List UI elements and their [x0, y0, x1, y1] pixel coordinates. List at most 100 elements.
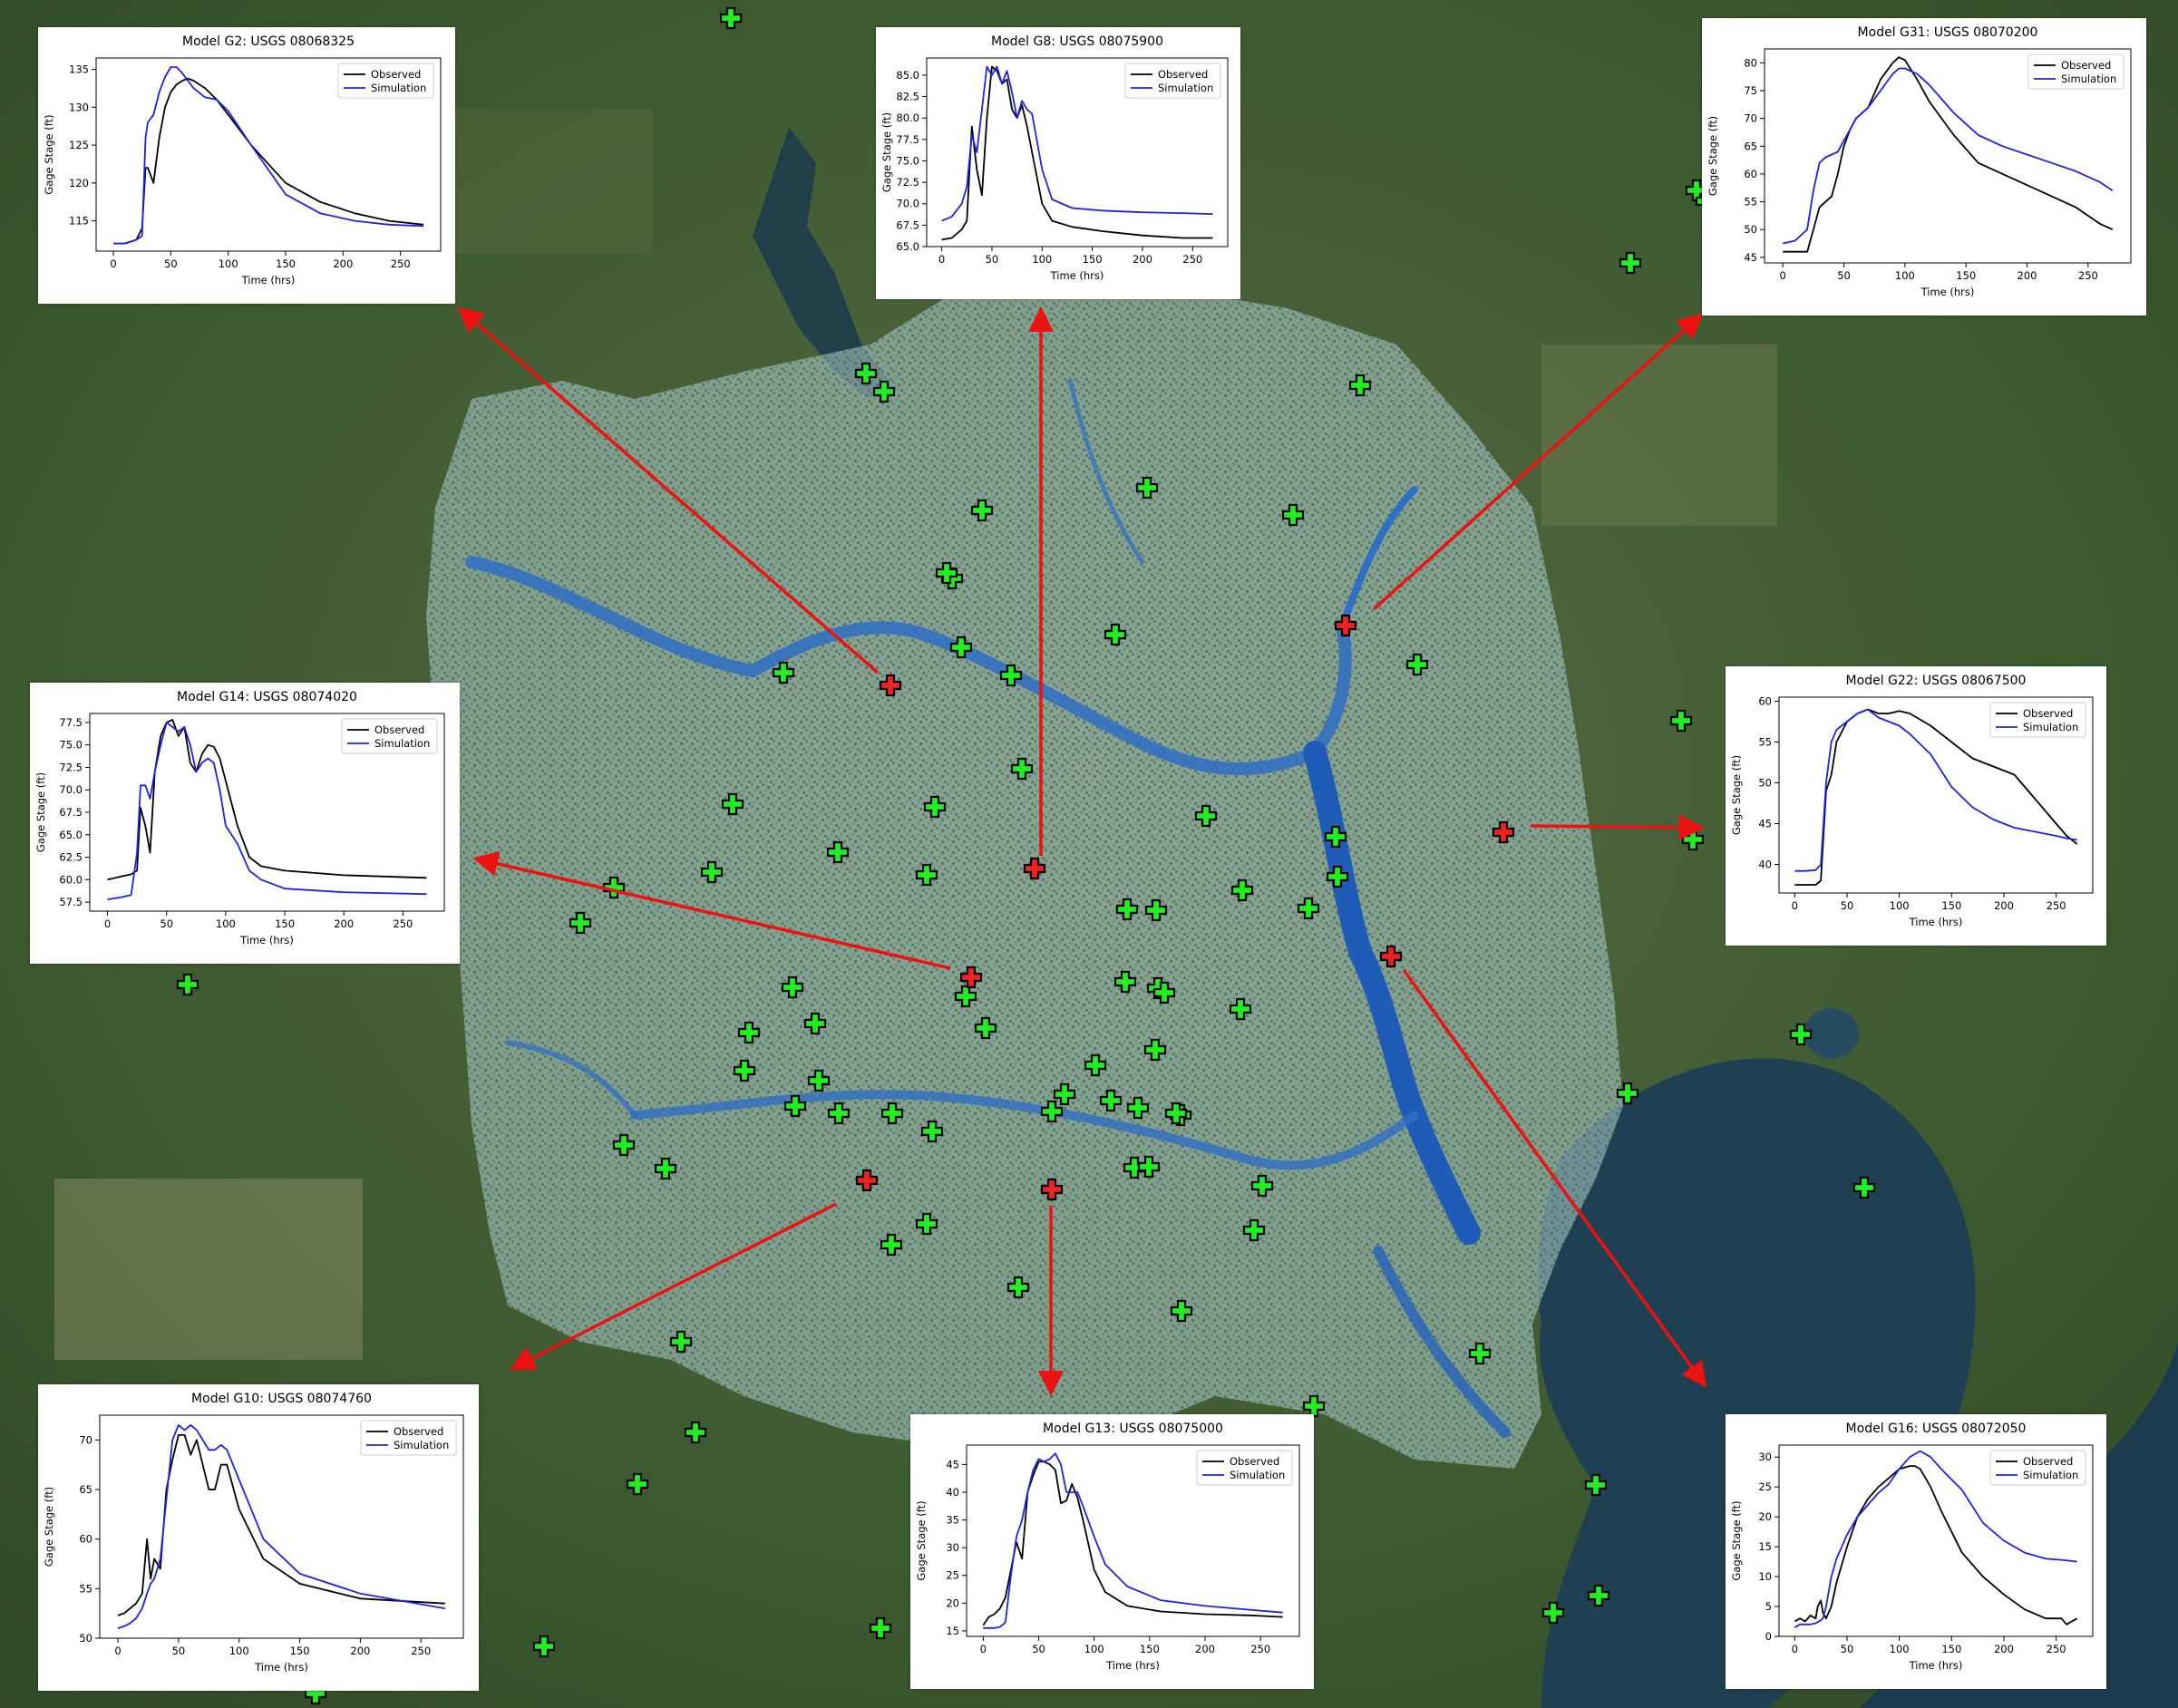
- series-line-observed: [1794, 1465, 2078, 1626]
- x-tick-label: 150: [1941, 899, 1961, 912]
- gauge-marker-green: [733, 1059, 756, 1082]
- gauge-marker-green: [626, 1472, 649, 1496]
- legend: [1989, 702, 2086, 738]
- gauge-marker-green: [1281, 503, 1305, 527]
- gauge-marker-green: [1541, 1601, 1565, 1625]
- x-axis-label: Time (hrs): [1909, 1659, 1963, 1672]
- y-tick-label: 80: [1744, 56, 1757, 69]
- gauge-marker-green: [1099, 1089, 1123, 1112]
- gauge-marker-green: [1084, 1053, 1107, 1077]
- gauge-marker-green: [869, 1616, 892, 1640]
- chart-title: Model G14: USGS 08074020: [177, 690, 357, 704]
- y-tick-label: 82.5: [896, 91, 919, 103]
- chart-title: Model G13: USGS 08075000: [1043, 1422, 1223, 1436]
- gauge-marker-green: [719, 6, 743, 30]
- y-tick-label: 65.0: [896, 240, 919, 253]
- x-tick-label: 150: [1941, 1643, 1961, 1655]
- arrow-icon: [1402, 968, 1707, 1388]
- x-tick-label: 0: [1780, 269, 1786, 282]
- chart-title: Model G31: USGS 08070200: [1858, 25, 2038, 40]
- gauge-marker-green: [949, 636, 973, 659]
- x-tick-label: 150: [1956, 269, 1976, 282]
- gauge-marker-green: [654, 1157, 677, 1180]
- gauge-marker-green: [1587, 1584, 1610, 1607]
- y-tick-label: 50: [1758, 777, 1772, 790]
- x-tick-label: 0: [938, 253, 945, 266]
- legend-label: Observed: [1230, 1455, 1279, 1468]
- gauge-marker-green: [1194, 804, 1218, 828]
- chart-g14: Model G14: USGS 08074020 0 50 100 150 200 250 5…: [34, 690, 445, 946]
- legend: [337, 63, 434, 99]
- y-tick-label: 70: [79, 1433, 92, 1446]
- chart-g8: Model G8: USGS 08075900 0 50 100 150 200 250 65…: [880, 34, 1229, 282]
- series-line-observed: [1783, 56, 2114, 253]
- y-tick-label: 67.5: [896, 218, 919, 231]
- x-tick-label: 100: [1032, 253, 1052, 266]
- gauge-marker-red: [855, 1169, 879, 1192]
- gauge-marker-green: [1229, 997, 1252, 1021]
- y-axis-label: Gage Stage (ft): [1706, 116, 1719, 196]
- x-tick-label: 200: [1994, 899, 2014, 912]
- legend: [341, 718, 438, 754]
- y-tick-label: 57.5: [59, 896, 83, 908]
- y-tick-label: 20: [1758, 1510, 1772, 1523]
- x-tick-label: 200: [350, 1645, 370, 1657]
- y-tick-label: 20: [946, 1596, 959, 1609]
- x-tick-label: 0: [1792, 1643, 1798, 1655]
- y-tick-label: 65.0: [59, 829, 83, 841]
- gauge-marker-green: [1405, 653, 1429, 676]
- legend: [2027, 53, 2125, 90]
- gauge-marker-green: [1584, 1473, 1608, 1497]
- gauge-marker-green: [1135, 476, 1159, 500]
- x-tick-label: 0: [114, 1645, 121, 1657]
- y-axis-label: Gage Stage (ft): [880, 112, 893, 192]
- y-tick-label: 85.0: [896, 69, 919, 82]
- gauge-marker-green: [915, 863, 938, 887]
- x-tick-label: 250: [2047, 899, 2066, 912]
- gauge-marker-green: [827, 1101, 851, 1125]
- y-tick-label: 120: [69, 177, 89, 189]
- gauge-marker-green: [880, 1233, 903, 1257]
- gauge-marker-green: [1852, 1176, 1876, 1199]
- x-axis-label: Time (hrs): [254, 1661, 308, 1674]
- gauge-marker-green: [1326, 865, 1349, 888]
- chart-panel-g10: Model G10: USGS 08074760 0 50 100 150 200 250 5…: [38, 1384, 479, 1691]
- y-tick-label: 30: [946, 1541, 959, 1554]
- gauge-marker-green: [737, 1021, 761, 1044]
- series-line-simulation: [941, 65, 1213, 222]
- gauge-marker-red: [1492, 820, 1515, 844]
- y-axis-label: Gage Stage (ft): [1730, 755, 1743, 835]
- series-line-simulation: [113, 66, 424, 245]
- x-tick-label: 0: [104, 917, 111, 930]
- gauge-marker-green: [1115, 898, 1139, 921]
- x-tick-label: 0: [110, 257, 116, 270]
- x-tick-label: 250: [2078, 269, 2098, 282]
- x-tick-label: 150: [276, 257, 296, 270]
- gauge-marker-green: [684, 1421, 707, 1444]
- gauge-marker-green: [920, 1120, 944, 1143]
- legend: [1196, 1450, 1293, 1486]
- legend-label: Simulation: [2061, 73, 2116, 85]
- gauge-marker-green: [1669, 709, 1693, 733]
- gauge-marker-green: [1113, 970, 1137, 994]
- series-line-observed: [107, 719, 427, 881]
- gauge-marker-green: [880, 1101, 904, 1125]
- gauge-marker-red: [879, 674, 902, 697]
- x-axis-label: Time (hrs): [1909, 916, 1963, 928]
- legend-label: Observed: [374, 723, 424, 736]
- chart-title: Model G8: USGS 08075900: [991, 34, 1163, 49]
- y-tick-label: 45: [1758, 818, 1772, 830]
- x-tick-label: 250: [1250, 1643, 1270, 1655]
- x-tick-label: 250: [411, 1645, 431, 1657]
- arrow-icon: [509, 1202, 837, 1371]
- x-tick-label: 200: [1133, 253, 1152, 266]
- x-axis-label: Time (hrs): [241, 274, 296, 286]
- x-tick-label: 50: [172, 1645, 186, 1657]
- chart-title: Model G22: USGS 08067500: [1846, 674, 2027, 688]
- legend-label: Simulation: [371, 82, 426, 94]
- x-tick-label: 100: [1895, 269, 1915, 282]
- x-tick-label: 0: [980, 1643, 987, 1655]
- y-tick-label: 30: [1758, 1451, 1772, 1463]
- y-tick-label: 65: [1744, 140, 1757, 152]
- y-tick-label: 125: [69, 139, 89, 151]
